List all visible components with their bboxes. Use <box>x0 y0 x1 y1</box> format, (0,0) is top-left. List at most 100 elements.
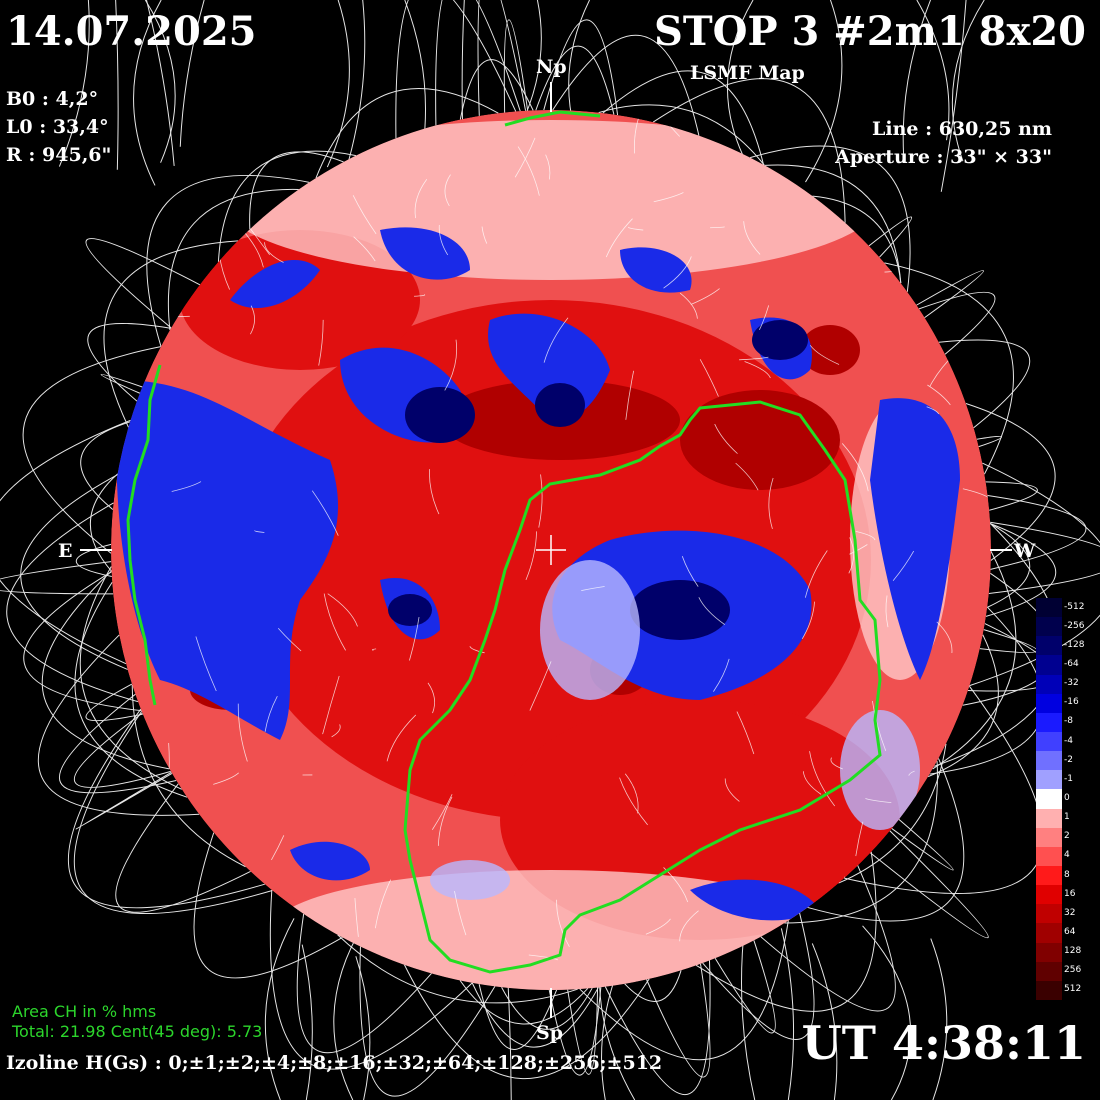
field-line <box>226 946 253 987</box>
field-line <box>323 593 346 651</box>
field-line <box>602 70 765 165</box>
field-line <box>454 890 467 936</box>
field-line <box>296 913 432 1054</box>
field-line <box>395 0 517 139</box>
field-line <box>345 0 366 172</box>
field-line <box>724 778 740 802</box>
axis-ticks <box>80 82 1012 1018</box>
colorbar-swatch <box>1036 732 1062 752</box>
field-line <box>784 761 938 924</box>
field-line <box>427 682 436 714</box>
field-line <box>916 0 950 141</box>
colorbar-label: 32 <box>1064 907 1076 918</box>
field-line <box>58 0 90 167</box>
field-line <box>552 34 700 136</box>
colorbar-label: -2 <box>1064 754 1073 765</box>
field-line <box>22 346 161 554</box>
field-line <box>41 570 170 770</box>
field-line <box>985 523 1057 617</box>
field-line <box>431 794 453 830</box>
colorbar-label: -32 <box>1064 678 1079 689</box>
field-line <box>264 242 284 263</box>
field-line <box>265 188 272 210</box>
field-line <box>20 474 128 670</box>
field-line <box>884 262 1014 475</box>
field-line <box>710 226 725 229</box>
field-line <box>58 693 177 794</box>
aperture: Aperture : 33" × 33" <box>835 146 1052 168</box>
colorbar-label: 16 <box>1064 888 1076 899</box>
colorbar-swatch <box>1036 712 1062 733</box>
field-line <box>322 675 340 735</box>
spectral-line: Line : 630,25 nm <box>872 118 1052 140</box>
field-line <box>855 821 864 857</box>
field-line <box>805 0 843 183</box>
field-line <box>144 0 176 163</box>
field-line <box>844 685 1044 895</box>
field-line <box>481 226 488 244</box>
field-line <box>979 629 1038 654</box>
colorbar-label: -128 <box>1064 639 1085 650</box>
field-colorbar <box>1036 598 1062 1001</box>
field-line <box>269 890 473 1070</box>
field-line <box>100 373 143 394</box>
field-line <box>311 490 339 536</box>
field-line <box>988 521 1100 594</box>
colorbar-swatch <box>1036 846 1062 867</box>
colorbar-label: 128 <box>1064 946 1082 957</box>
field-line <box>865 798 892 804</box>
field-line <box>855 531 876 541</box>
field-line <box>628 226 644 231</box>
b0-parameter: B0 : 4,2° <box>6 88 99 110</box>
field-line <box>681 556 699 587</box>
field-line <box>535 45 615 115</box>
field-line <box>699 359 719 397</box>
colorbar-swatch <box>1036 751 1062 771</box>
field-line <box>545 154 551 180</box>
field-line <box>927 634 999 778</box>
field-line <box>726 0 754 155</box>
colorbar-swatch <box>1036 866 1062 886</box>
west-label: W <box>1014 540 1036 562</box>
field-line <box>891 818 954 871</box>
field-line <box>333 924 365 1100</box>
field-line <box>916 270 984 319</box>
field-line <box>624 970 682 1002</box>
colorbar-label: 8 <box>1064 869 1070 880</box>
colorbar-swatch <box>1036 827 1062 848</box>
colorbar-label: -4 <box>1064 735 1073 746</box>
field-line <box>604 960 711 1095</box>
colorbar-swatch <box>1036 980 1062 1001</box>
field-line <box>892 550 915 582</box>
field-line <box>67 708 265 909</box>
field-line <box>885 595 889 628</box>
field-line <box>359 946 496 1097</box>
colorbar-label: 4 <box>1064 850 1070 861</box>
coronal-hole-area-values: Total: 21.98 Cent(45 deg): 5.73 <box>12 1022 263 1041</box>
field-line <box>538 474 543 528</box>
field-line <box>234 110 253 143</box>
colorbar-swatch <box>1036 885 1062 905</box>
field-line <box>951 0 985 162</box>
field-line <box>749 145 911 292</box>
field-line <box>435 0 521 126</box>
universal-time: UT 4:38:11 <box>801 1016 1086 1070</box>
colorbar-swatch <box>1036 617 1062 637</box>
field-line <box>254 530 265 533</box>
field-line <box>193 832 343 979</box>
field-line <box>926 406 940 415</box>
field-line <box>918 291 996 355</box>
field-line <box>605 218 633 258</box>
field-line <box>271 835 285 861</box>
colorbar-label: -64 <box>1064 659 1079 669</box>
field-line <box>85 238 201 329</box>
field-line <box>326 0 350 168</box>
field-line <box>780 928 795 1100</box>
field-line <box>930 938 948 1100</box>
field-line <box>556 899 570 947</box>
field-line <box>87 322 171 402</box>
field-line <box>131 238 143 241</box>
field-line <box>985 481 1038 511</box>
